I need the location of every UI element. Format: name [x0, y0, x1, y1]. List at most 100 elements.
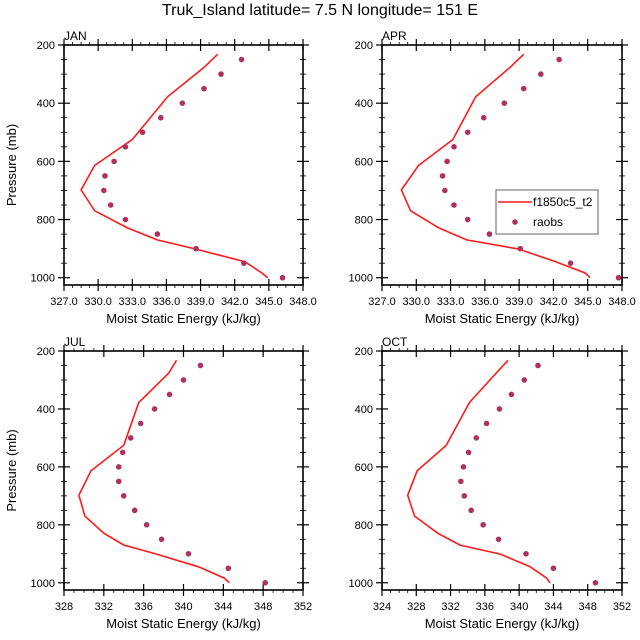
- y-tick-label: 1000: [31, 578, 55, 590]
- x-tick-label: 352: [294, 601, 312, 613]
- raobs-point: [122, 216, 129, 223]
- raobs-point: [238, 56, 245, 63]
- raobs-point: [137, 420, 144, 427]
- y-tick-label: 600: [37, 156, 55, 168]
- y-tick-label: 400: [355, 98, 373, 110]
- x-tick-label: 336: [134, 601, 152, 613]
- raobs-point: [185, 550, 192, 557]
- y-tick-label: 200: [37, 346, 55, 358]
- x-tick-label: 336: [476, 601, 494, 613]
- plot-frame: [63, 44, 304, 286]
- raobs-point: [439, 173, 446, 179]
- x-tick-label: 336.0: [471, 296, 499, 308]
- series-line-f1850c5_t2: [80, 53, 269, 279]
- y-tick-label: 400: [37, 98, 55, 110]
- x-tick-label: 332: [441, 601, 459, 613]
- raobs-point: [451, 144, 457, 150]
- y-tick-label: 800: [355, 215, 373, 227]
- x-tick-label: 327.0: [368, 296, 396, 308]
- y-tick-label: 600: [355, 156, 373, 168]
- figure-title: Truk_Island latitude= 7.5 N longitude= 1…: [161, 2, 479, 19]
- panel-label: APR: [382, 29, 407, 43]
- x-tick-label: 339.0: [187, 296, 215, 308]
- y-axis-label: Pressure (mb): [4, 124, 19, 206]
- raobs-point: [473, 435, 480, 441]
- series-line-f1850c5_t2: [406, 359, 551, 584]
- y-tick-label: 1000: [349, 578, 373, 590]
- y-tick-label: 800: [37, 520, 55, 532]
- panel-jul: JUL 328 332 336 340 344 348 352 200 400 600 800 1000…: [4, 335, 312, 631]
- x-tick-label: 342.0: [221, 296, 249, 308]
- raobs-point: [241, 260, 247, 266]
- raobs-point: [523, 550, 529, 557]
- raobs-point: [107, 202, 114, 208]
- y-tick-label: 1000: [31, 273, 55, 285]
- raobs-point: [538, 71, 544, 77]
- raobs-point: [119, 449, 126, 456]
- x-tick-label: 330.0: [84, 296, 112, 308]
- x-tick-label: 328: [407, 601, 425, 613]
- raobs-point: [279, 274, 286, 281]
- raobs-point: [464, 216, 471, 223]
- y-axis-label: Pressure (mb): [4, 429, 19, 511]
- raobs-point: [517, 245, 524, 252]
- x-tick-label: 348: [579, 601, 597, 613]
- raobs-point: [495, 536, 502, 543]
- x-tick-label: 327.0: [50, 296, 78, 308]
- raobs-point: [143, 522, 150, 528]
- y-tick-label: 600: [37, 462, 55, 474]
- y-tick-label: 1000: [349, 273, 373, 285]
- x-tick-label: 330.0: [403, 296, 431, 308]
- panel-label: OCT: [382, 335, 408, 349]
- x-tick-label: 333.0: [437, 296, 465, 308]
- raobs-point: [480, 114, 487, 121]
- x-tick-label: 352: [613, 601, 631, 613]
- raobs-point: [556, 56, 562, 63]
- raobs-point: [615, 274, 622, 281]
- series-line-f1850c5_t2: [78, 359, 230, 584]
- raobs-point: [201, 85, 207, 92]
- raobs-point: [225, 565, 232, 572]
- raobs-point: [115, 464, 122, 470]
- raobs-point: [508, 391, 515, 398]
- raobs-point: [535, 362, 541, 369]
- x-tick-label: 342.0: [540, 296, 568, 308]
- x-tick-label: 348.0: [608, 296, 636, 308]
- y-tick-label: 800: [37, 215, 55, 227]
- raobs-point: [139, 129, 146, 136]
- x-tick-label: 324: [373, 601, 391, 613]
- raobs-point: [520, 85, 527, 92]
- raobs-point: [179, 100, 186, 106]
- raobs-point: [193, 245, 199, 252]
- raobs-point: [444, 158, 450, 165]
- plot-frame: [63, 350, 304, 591]
- x-tick-label: 344: [544, 601, 562, 613]
- raobs-point: [550, 565, 557, 572]
- raobs-point: [483, 420, 490, 427]
- x-axis-label: Moist Static Energy (kJ/kg): [106, 616, 261, 631]
- y-tick-label: 400: [355, 404, 373, 416]
- x-tick-label: 348.0: [289, 296, 317, 308]
- panel-label: JUL: [64, 335, 86, 349]
- y-tick-label: 200: [37, 40, 55, 52]
- y-tick-label: 600: [355, 462, 373, 474]
- x-tick-label: 348: [254, 601, 272, 613]
- raobs-point: [460, 464, 467, 470]
- raobs-point: [122, 144, 129, 150]
- x-tick-label: 333.0: [119, 296, 147, 308]
- panel-label: JAN: [64, 29, 87, 43]
- y-tick-label: 800: [355, 520, 373, 532]
- x-tick-label: 345.0: [255, 296, 283, 308]
- raobs-point: [120, 493, 127, 499]
- panel-apr: APR 327.0 330.0 333.0 336.0 339.0 342.0 345.0 34…: [349, 29, 636, 326]
- legend-box: [495, 189, 599, 235]
- raobs-point: [442, 187, 448, 194]
- raobs-point: [461, 493, 468, 499]
- raobs-point: [567, 260, 574, 266]
- series-line-f1850c5_t2: [400, 53, 591, 279]
- raobs-point: [158, 536, 165, 543]
- x-axis-label: Moist Static Energy (kJ/kg): [425, 311, 580, 326]
- raobs-point: [521, 377, 528, 383]
